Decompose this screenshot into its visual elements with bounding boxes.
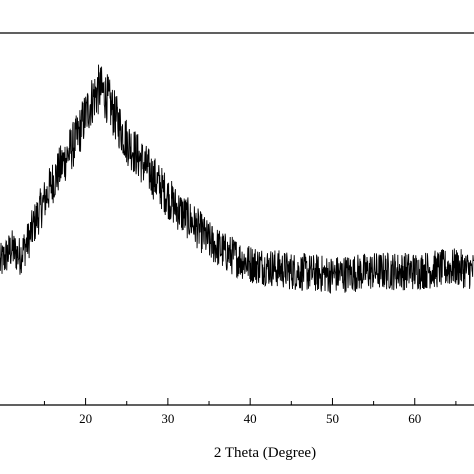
x-tick-label: 40 (244, 411, 257, 426)
x-tick-label: 30 (161, 411, 174, 426)
series-line-xrd-pattern (0, 64, 474, 294)
x-tick-label: 60 (408, 411, 421, 426)
x-tick-label: 20 (79, 411, 92, 426)
x-axis-title: 2 Theta (Degree) (214, 445, 316, 461)
plot-frame (0, 32, 474, 406)
series-layer (0, 64, 474, 294)
tick-label-layer: 20 30 40 50 60 (79, 411, 421, 426)
x-tick-label: 50 (326, 411, 339, 426)
tick-layer (43, 398, 457, 405)
